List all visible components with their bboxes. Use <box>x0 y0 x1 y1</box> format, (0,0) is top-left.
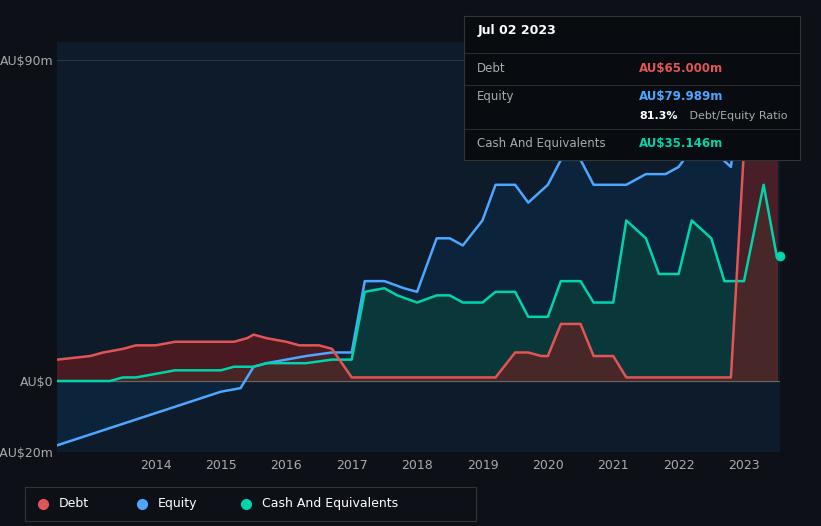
Text: Cash And Equivalents: Cash And Equivalents <box>477 137 606 149</box>
Text: AU$79.989m: AU$79.989m <box>639 90 723 103</box>
Text: AU$65.000m: AU$65.000m <box>639 62 723 75</box>
Text: Equity: Equity <box>158 497 197 510</box>
Text: Cash And Equivalents: Cash And Equivalents <box>262 497 398 510</box>
Text: 81.3%: 81.3% <box>639 110 677 120</box>
Text: Jul 02 2023: Jul 02 2023 <box>477 24 556 37</box>
Text: AU$35.146m: AU$35.146m <box>639 137 723 149</box>
Text: Debt/Equity Ratio: Debt/Equity Ratio <box>686 110 787 120</box>
Text: Debt: Debt <box>58 497 89 510</box>
Text: Equity: Equity <box>477 90 515 103</box>
Text: Debt: Debt <box>477 62 506 75</box>
